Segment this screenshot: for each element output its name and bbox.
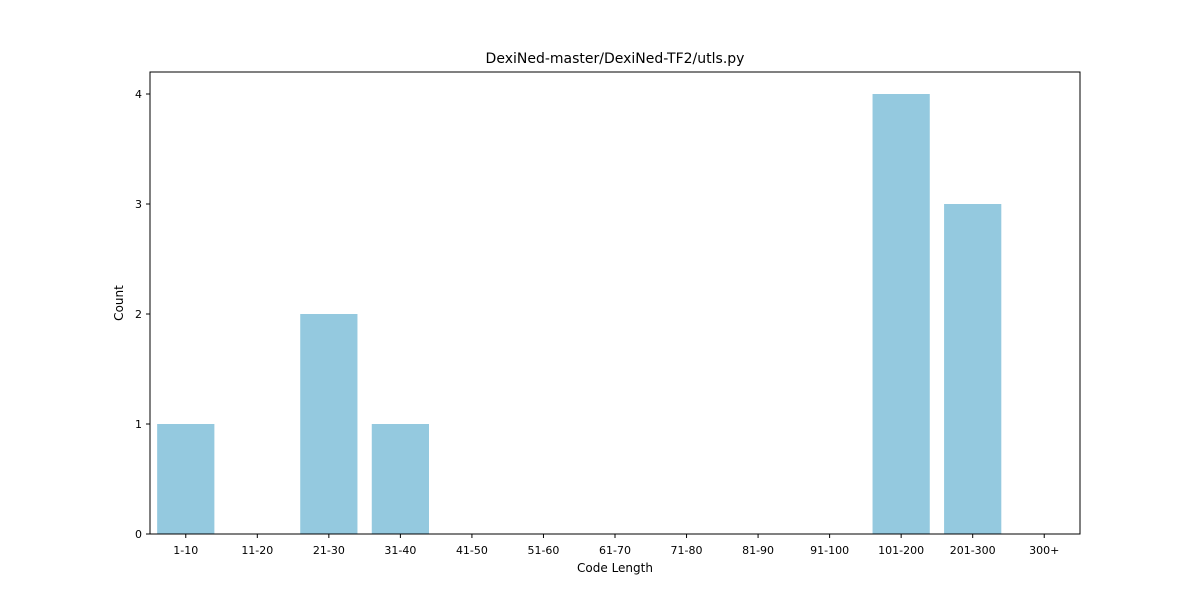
x-tick-label: 201-300 [950,544,996,557]
y-axis-label: Count [112,285,126,321]
x-axis-ticks: 1-10 11-20 21-30 31-40 41-50 51-60 61-70 71-80 8… [173,534,1059,557]
bar-1-10 [157,424,215,534]
y-tick-label: 1 [135,418,142,431]
y-tick-label: 2 [135,308,142,321]
x-tick-label: 81-90 [742,544,774,557]
x-tick-label: 300+ [1029,544,1059,557]
y-tick-label: 0 [135,528,142,541]
x-tick-label: 1-10 [173,544,198,557]
x-tick-label: 101-200 [878,544,924,557]
x-axis-label: Code Length [577,561,653,575]
x-tick-label: 31-40 [384,544,416,557]
bars-group [157,94,1002,534]
y-tick-label: 4 [135,88,142,101]
chart-title: DexiNed-master/DexiNed-TF2/utls.py [486,51,745,67]
x-tick-label: 41-50 [456,544,488,557]
x-tick-label: 51-60 [527,544,559,557]
bar-101-200 [872,94,930,534]
bar-21-30 [300,314,358,534]
y-tick-label: 3 [135,198,142,211]
x-tick-label: 21-30 [313,544,345,557]
x-tick-label: 61-70 [599,544,631,557]
plot-frame [149,71,1081,535]
x-tick-label: 11-20 [241,544,273,557]
bar-31-40 [371,424,429,534]
x-tick-label: 71-80 [671,544,703,557]
x-tick-label: 91-100 [810,544,849,557]
bar-201-300 [944,204,1002,534]
y-axis-ticks: 0 1 2 3 4 [135,88,150,541]
